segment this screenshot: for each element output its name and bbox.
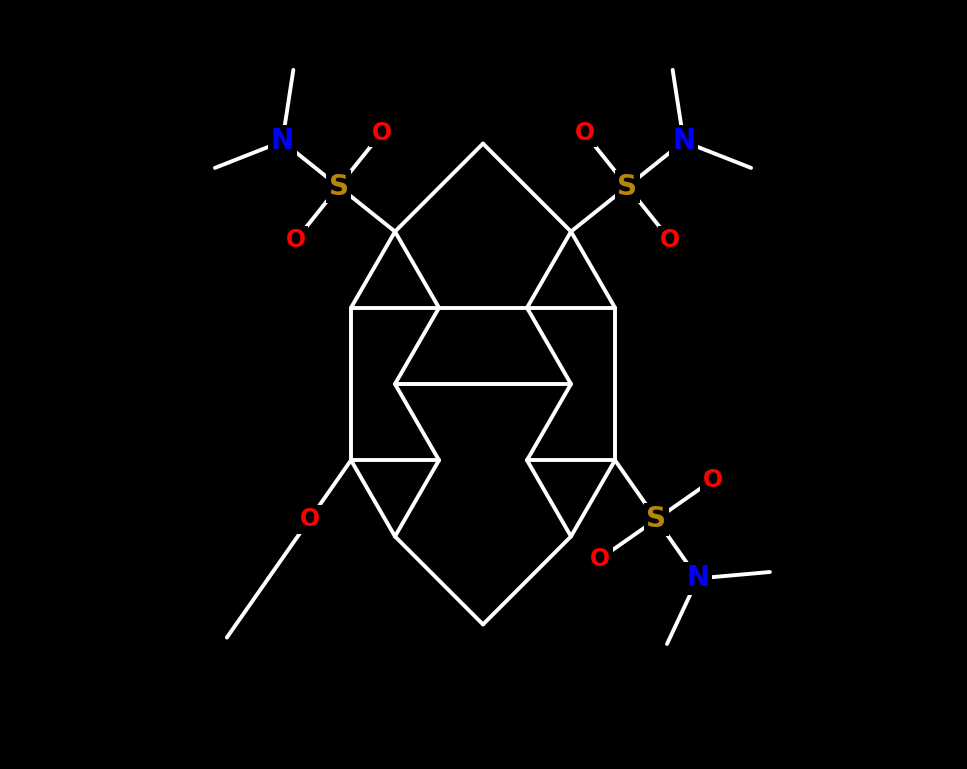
Text: O: O [660, 228, 680, 252]
Text: N: N [271, 128, 294, 155]
Text: O: O [300, 508, 320, 531]
Text: O: O [371, 121, 392, 145]
Text: N: N [687, 564, 710, 592]
Text: S: S [617, 172, 637, 201]
Text: O: O [574, 121, 595, 145]
Text: N: N [672, 128, 695, 155]
Text: S: S [646, 505, 666, 534]
Text: O: O [590, 547, 610, 571]
Text: S: S [329, 172, 349, 201]
Text: O: O [286, 228, 306, 252]
Text: O: O [702, 468, 722, 492]
